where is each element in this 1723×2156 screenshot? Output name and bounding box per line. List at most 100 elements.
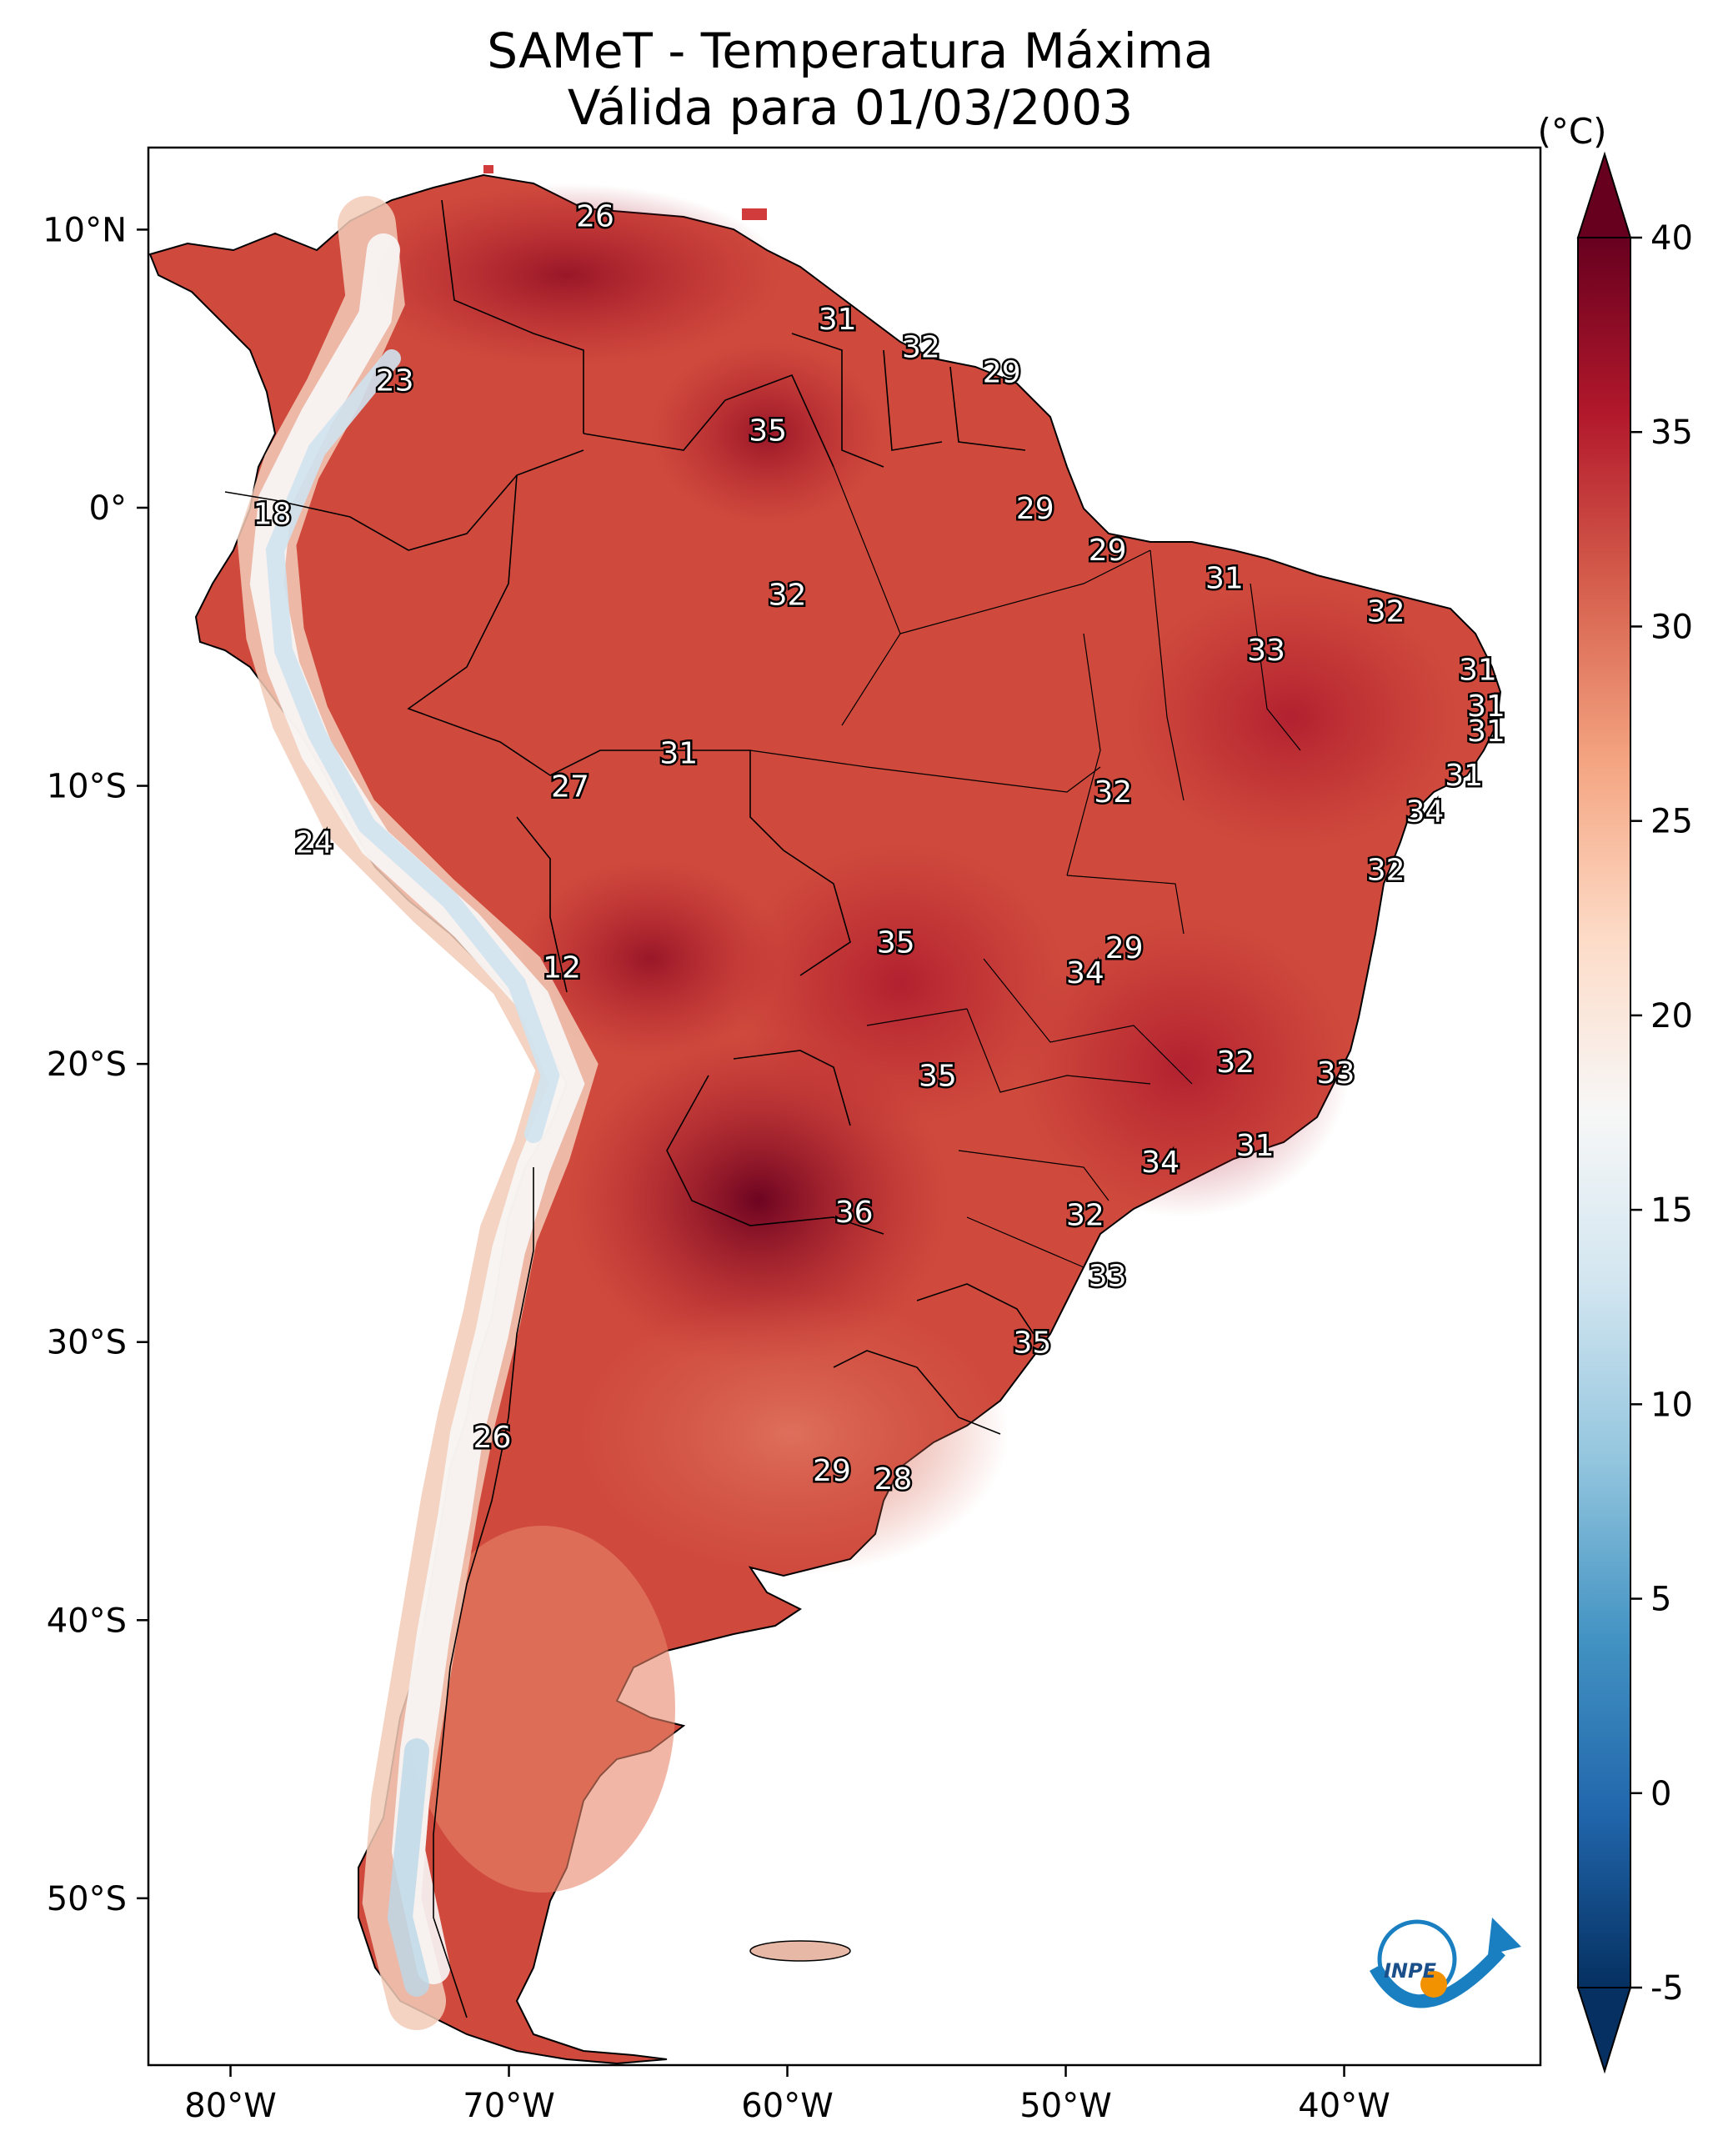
lat-tick-label: 0° bbox=[89, 489, 127, 528]
colorbar-tick-label: 30 bbox=[1650, 608, 1693, 646]
longitude-ticks: 80°W 70°W 60°W 50°W 40°W bbox=[184, 2065, 1390, 2125]
capital-temperature-label: 33 bbox=[1247, 634, 1285, 668]
lon-tick-label: 60°W bbox=[741, 2087, 833, 2125]
capital-temperature-label: 29 bbox=[813, 1454, 851, 1488]
hot-core-roraima bbox=[650, 342, 884, 525]
colorbar: (°C) 40 35 30 25 20 15 10 5 0 -5 bbox=[1537, 111, 1693, 2074]
capital-temperature-label: 31 bbox=[659, 737, 698, 771]
capital-temperature-label: 35 bbox=[877, 925, 915, 960]
capital-temperature-label: 35 bbox=[919, 1059, 957, 1093]
capital-temperature-label: 29 bbox=[1016, 492, 1054, 526]
capital-temperature-label: 12 bbox=[543, 950, 581, 985]
lon-tick-label: 50°W bbox=[1019, 2087, 1111, 2125]
capital-temperature-label: 35 bbox=[1014, 1326, 1052, 1361]
capital-temperature-label: 32 bbox=[1066, 1198, 1104, 1232]
capital-temperature-label: 23 bbox=[376, 364, 414, 399]
capital-temperature-label: 32 bbox=[1367, 594, 1405, 629]
hot-core-venezuela bbox=[350, 183, 784, 367]
capital-temperature-label: 34 bbox=[1141, 1146, 1180, 1180]
capital-temperature-label: 18 bbox=[253, 498, 292, 532]
colorbar-bottom-extension bbox=[1576, 1987, 1632, 2074]
capital-temperature-label: 32 bbox=[902, 331, 940, 365]
warm-patagonia bbox=[408, 1526, 675, 1893]
capital-temperature-label: 31 bbox=[819, 303, 857, 337]
lat-tick-label: 20°S bbox=[47, 1045, 127, 1084]
colorbar-ticks: 40 35 30 25 20 15 10 5 0 -5 bbox=[1630, 219, 1693, 2008]
capital-temperature-label: 32 bbox=[1367, 854, 1405, 888]
capital-temperature-label: 26 bbox=[576, 200, 614, 234]
logo-arrow-icon bbox=[1370, 1946, 1505, 2008]
border-paraguay-argentina bbox=[666, 1075, 884, 1235]
border-bolivia-paraguay bbox=[733, 1050, 851, 1126]
capital-temperature-label: 29 bbox=[1089, 534, 1127, 568]
border-peru-bolivia bbox=[516, 816, 568, 993]
andes-inner bbox=[249, 233, 585, 1984]
capital-temperature-label: 32 bbox=[769, 578, 807, 612]
colorbar-unit-label: (°C) bbox=[1537, 111, 1606, 152]
border-peru-brazil bbox=[407, 474, 642, 776]
capital-temperature-label: 33 bbox=[1089, 1260, 1127, 1294]
hot-core-bolivia bbox=[517, 859, 784, 1059]
border-chile-argentina bbox=[433, 1167, 534, 2018]
lat-tick-label: 40°S bbox=[47, 1602, 127, 1640]
border-venezuela-brazil bbox=[583, 374, 834, 468]
latitude-ticks: 10°N 0° 10°S 20°S 30°S 40°S 50°S bbox=[43, 211, 148, 1918]
country-borders bbox=[224, 199, 1301, 2018]
warm-pampas bbox=[575, 1292, 1009, 1576]
title-line-2: Válida para 01/03/2003 bbox=[567, 79, 1134, 136]
map-frame bbox=[147, 146, 1542, 2067]
patagonia-ice bbox=[387, 1738, 429, 1997]
colorbar-tick-label: 5 bbox=[1650, 1581, 1671, 1619]
colorbar-tick-label: 10 bbox=[1650, 1386, 1693, 1424]
lat-tick-label: 10°S bbox=[47, 768, 127, 806]
hot-core-northeast bbox=[1125, 584, 1459, 850]
colorbar-top-extension bbox=[1576, 151, 1632, 238]
colorbar-tick-label: 40 bbox=[1650, 219, 1693, 258]
logo-dot-icon bbox=[1420, 1971, 1447, 1998]
capital-temperature-label: 31 bbox=[1467, 714, 1505, 749]
logo-arrowhead-icon bbox=[1488, 1918, 1521, 1955]
andes-cold-band bbox=[237, 196, 599, 2030]
capital-temperature-label: 31 bbox=[1205, 561, 1244, 595]
capital-temperature-label: 32 bbox=[1094, 775, 1132, 810]
border-suriname bbox=[883, 349, 943, 451]
capital-temperature-label: 34 bbox=[1405, 795, 1444, 830]
title-line-1: SAMeT - Temperatura Máxima bbox=[487, 23, 1214, 79]
lon-tick-label: 80°W bbox=[184, 2087, 276, 2125]
lat-tick-label: 50°S bbox=[47, 1880, 127, 1918]
colorbar-body bbox=[1577, 237, 1631, 1988]
capital-temperature-labels: 26 23 18 24 12 26 31 32 29 35 29 29 32 31 32 33 31 31 31 31… bbox=[251, 198, 1507, 1498]
map-area: 26 23 18 24 12 26 31 32 29 35 29 29 32 31 32 33 31 31 31 31… bbox=[148, 148, 1540, 2065]
lon-tick-label: 70°W bbox=[463, 2087, 554, 2125]
logo-text: INPE bbox=[1384, 1959, 1437, 1983]
capital-temperature-label: 36 bbox=[835, 1196, 874, 1230]
capital-temperature-label: 24 bbox=[295, 825, 333, 860]
capital-temperature-label: 29 bbox=[983, 356, 1021, 390]
caribbean-islands bbox=[483, 165, 767, 220]
capital-temperature-label: 27 bbox=[551, 770, 589, 805]
colorbar-tick-label: 25 bbox=[1650, 803, 1693, 841]
hot-core-mato-grosso bbox=[734, 842, 1067, 1126]
colorbar-tick-label: 35 bbox=[1650, 414, 1693, 452]
lat-tick-label: 30°S bbox=[47, 1324, 127, 1362]
capital-temperature-label: 35 bbox=[749, 414, 787, 449]
capital-temperature-label: 31 bbox=[1445, 759, 1483, 793]
lon-tick-label: 40°W bbox=[1298, 2087, 1390, 2125]
border-guiana bbox=[949, 366, 1026, 451]
capital-temperature-label: 28 bbox=[874, 1462, 913, 1497]
colorbar-tick-label: 20 bbox=[1650, 997, 1693, 1035]
colorbar-tick-label: 15 bbox=[1650, 1191, 1693, 1230]
border-uruguay-brazil bbox=[916, 1283, 1034, 1335]
border-colombia-venezuela bbox=[441, 199, 584, 434]
colorbar-tick-label: -5 bbox=[1650, 1969, 1684, 2008]
capital-temperature-label: 34 bbox=[1066, 956, 1104, 990]
capital-temperature-label: 33 bbox=[1317, 1056, 1355, 1091]
falkland-islands bbox=[749, 1940, 851, 1962]
lat-tick-label: 10°N bbox=[43, 211, 127, 249]
capital-temperature-label: 31 bbox=[1459, 653, 1497, 687]
capital-temperature-label: 26 bbox=[473, 1421, 512, 1455]
andes-core bbox=[265, 349, 560, 1143]
border-argentina-uruguay bbox=[833, 1350, 1001, 1435]
colorbar-tick-label: 0 bbox=[1650, 1775, 1671, 1813]
